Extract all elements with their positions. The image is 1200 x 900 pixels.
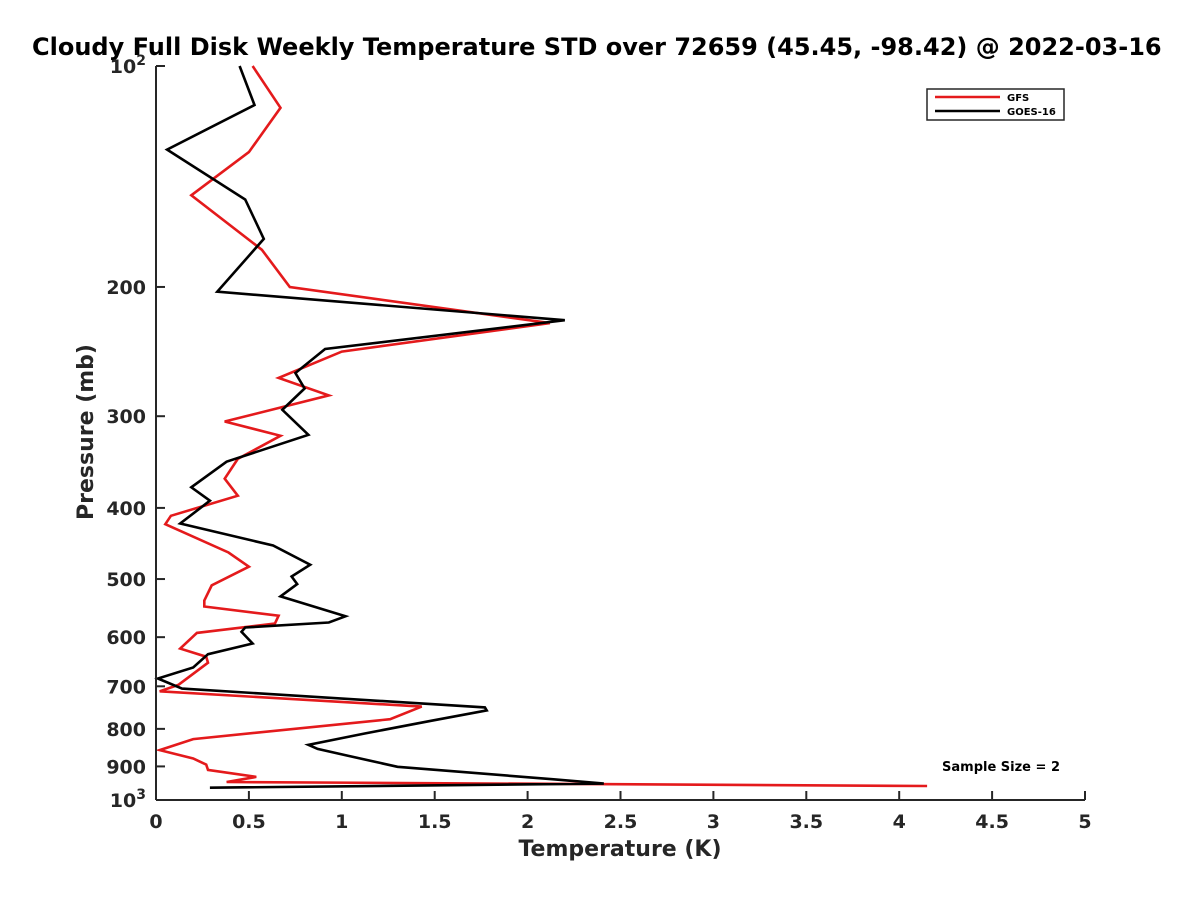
x-tick-label: 5 xyxy=(1078,811,1091,833)
y-tick-label: 103 xyxy=(110,787,146,812)
x-tick-label: 0 xyxy=(149,811,162,833)
y-tick-label: 900 xyxy=(106,756,146,778)
sample-size-annotation: Sample Size = 2 xyxy=(942,760,1060,775)
y-tick-label: 500 xyxy=(106,569,146,591)
x-tick-label: 1 xyxy=(335,811,348,833)
x-tick-label: 2.5 xyxy=(604,811,638,833)
chart-title: Cloudy Full Disk Weekly Temperature STD … xyxy=(32,33,1162,61)
x-tick-label: 4.5 xyxy=(975,811,1009,833)
y-tick-label: 400 xyxy=(106,498,146,520)
x-tick-label: 3.5 xyxy=(789,811,823,833)
x-tick-label: 1.5 xyxy=(418,811,452,833)
x-tick-label: 0.5 xyxy=(232,811,266,833)
legend-box xyxy=(926,88,1065,121)
y-axis-label: Pressure (mb) xyxy=(74,344,99,520)
legend-label: GOES-16 xyxy=(1007,107,1056,118)
y-tick-label: 200 xyxy=(106,277,146,299)
x-axis-label: Temperature (K) xyxy=(518,837,721,862)
series-gfs xyxy=(155,65,928,788)
legend: GFS GOES-16 xyxy=(926,88,1065,121)
legend-label: GFS xyxy=(1007,93,1029,104)
x-tick-label: 4 xyxy=(893,811,906,833)
series-line xyxy=(154,65,604,789)
axes-layer: 0 0.5 1 1.5 2 2.5 3 3.5 4 4.5 51022003004005006007… xyxy=(106,53,1091,833)
y-tick-label: 600 xyxy=(106,627,146,649)
series-line xyxy=(155,65,928,788)
x-tick-label: 2 xyxy=(521,811,534,833)
y-tick-label: 300 xyxy=(106,406,146,428)
series-goes-16 xyxy=(154,65,604,789)
y-tick-label: 700 xyxy=(106,676,146,698)
x-tick-label: 3 xyxy=(707,811,720,833)
series-layer xyxy=(154,65,928,789)
y-tick-label: 800 xyxy=(106,719,146,741)
